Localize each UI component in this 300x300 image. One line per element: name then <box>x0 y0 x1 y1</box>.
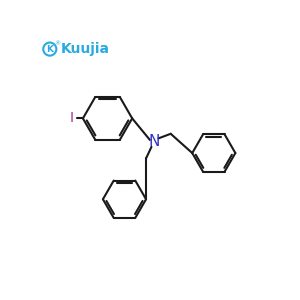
Text: N: N <box>148 134 159 149</box>
Text: I: I <box>69 111 74 125</box>
Text: ®: ® <box>54 41 60 46</box>
Text: Kuujia: Kuujia <box>61 42 110 56</box>
Text: K: K <box>46 45 53 54</box>
